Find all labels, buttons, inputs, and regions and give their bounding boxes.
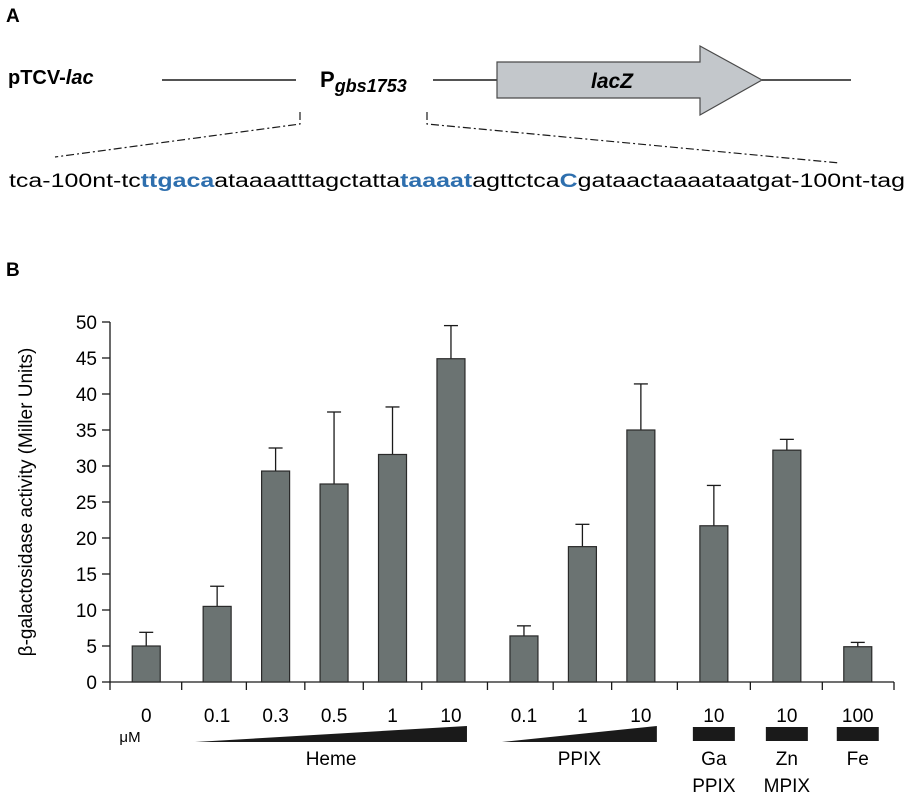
plot-area: 0 5 10 15 20 25 30 35 40 45 50 0 0.1 0.3 0.5 1 10 0.1 1 10 1… <box>76 313 895 797</box>
category-label-1: 0.1 <box>204 706 230 727</box>
bar-9 <box>699 525 729 683</box>
y-tick-label-3: 15 <box>76 565 97 586</box>
sequence-segment-1: ttgaca <box>141 171 215 192</box>
group-label-3: Zn <box>776 749 798 770</box>
group-block-2 <box>692 727 735 741</box>
plasmid-prefix: pTCV- <box>8 67 66 89</box>
group-label-4: Fe <box>847 749 869 770</box>
bar-1 <box>202 605 232 683</box>
promoter-subscript: gbs1753 <box>334 76 407 96</box>
bar-3 <box>319 483 349 683</box>
y-tick-label-5: 25 <box>76 493 97 514</box>
category-label-10: 10 <box>776 706 797 727</box>
lacz-gene-arrow <box>496 44 764 117</box>
category-label-11: 100 <box>842 706 874 727</box>
group-label-0: Heme <box>306 749 357 770</box>
category-label-8: 10 <box>630 706 651 727</box>
category-label-3: 0.5 <box>321 706 347 727</box>
bar-0 <box>131 645 161 683</box>
group-label-3-line2: MPIX <box>764 776 811 797</box>
category-label-5: 10 <box>440 706 461 727</box>
bar-6 <box>509 635 539 683</box>
group-block-3 <box>765 727 808 741</box>
unit-label: μM <box>119 729 140 746</box>
plasmid-label: pTCV-lac <box>8 67 94 89</box>
promoter-p: P <box>320 67 335 92</box>
bar-5 <box>436 358 466 683</box>
bar-7 <box>567 546 598 683</box>
lacz-gene-label: lacZ <box>591 70 634 93</box>
y-axis-label: β-galactosidase activity (Miller Units) <box>16 348 37 657</box>
y-tick-label-2: 10 <box>76 601 97 622</box>
zoom-line-right <box>426 112 841 164</box>
concentration-wedge-0 <box>195 726 467 742</box>
y-tick-label-10: 50 <box>76 313 97 334</box>
sequence-segment-6: gataactaaaataatgat-100nt-tag <box>578 171 905 192</box>
promoter-label: Pgbs1753 <box>320 67 407 96</box>
y-tick-label-7: 35 <box>76 421 97 442</box>
group-label-1: PPIX <box>558 749 602 770</box>
bar-2 <box>260 470 291 683</box>
bar-11 <box>843 646 873 683</box>
promoter-sequence: tca-100nt-tc ttgaca ataaaatttagctatta taaaa… <box>9 171 905 192</box>
group-label-2: Ga <box>701 749 727 770</box>
category-label-2: 0.3 <box>262 706 288 727</box>
category-label-6: 0.1 <box>511 706 537 727</box>
sequence-segment-5: C <box>560 171 578 192</box>
y-tick-label-0: 0 <box>86 673 97 694</box>
bar-8 <box>626 429 656 683</box>
zoom-line-left <box>54 112 301 158</box>
group-label-2-line2: PPIX <box>692 776 736 797</box>
category-label-4: 1 <box>387 706 398 727</box>
sequence-segment-4: agttctca <box>472 171 560 192</box>
category-label-0: 0 <box>141 706 152 727</box>
concentration-wedge-1 <box>501 726 657 742</box>
sequence-segment-0: tca-100nt-tc <box>9 171 141 192</box>
panel-b-label: B <box>6 260 20 281</box>
group-block-4 <box>836 727 879 741</box>
sequence-segment-2: ataaaatttagctatta <box>214 171 400 192</box>
sequence-segment-3: taaaat <box>400 171 473 192</box>
category-label-7: 1 <box>577 706 588 727</box>
panel-a-label: A <box>6 6 20 27</box>
y-tick-label-9: 45 <box>76 349 97 370</box>
plasmid-gene: lac <box>66 67 94 89</box>
category-label-9: 10 <box>703 706 724 727</box>
y-tick-label-4: 20 <box>76 529 97 550</box>
y-tick-label-8: 40 <box>76 385 97 406</box>
y-tick-label-6: 30 <box>76 457 97 478</box>
bar-10 <box>772 449 802 683</box>
bar-4 <box>377 453 408 683</box>
y-tick-label-1: 5 <box>86 637 97 658</box>
